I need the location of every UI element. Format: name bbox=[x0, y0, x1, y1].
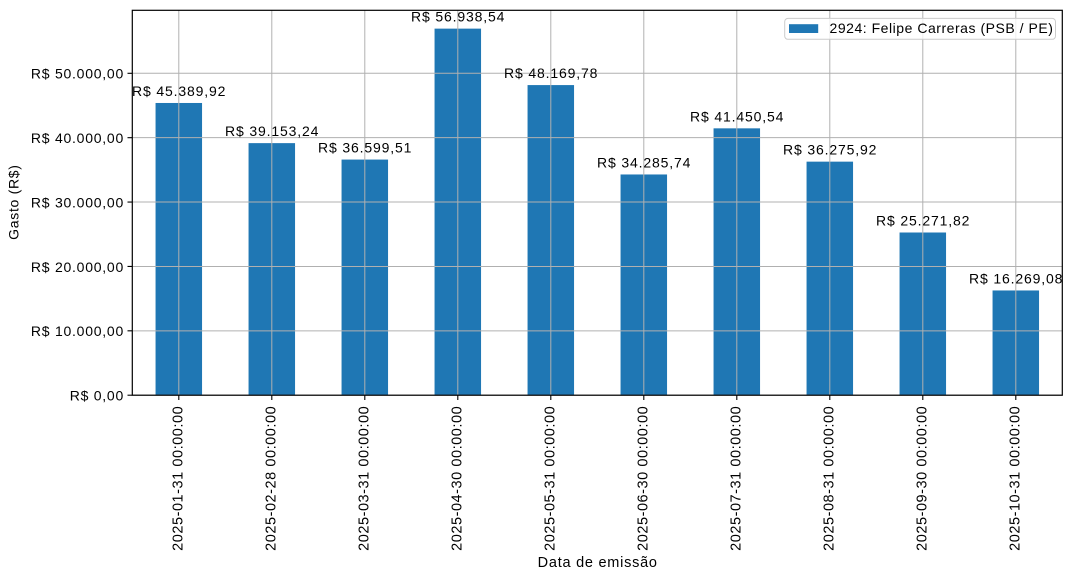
svg-text:R$ 41.450,54: R$ 41.450,54 bbox=[690, 108, 784, 124]
svg-text:2025-08-31 00:00:00: 2025-08-31 00:00:00 bbox=[822, 406, 838, 551]
svg-text:R$ 36.599,51: R$ 36.599,51 bbox=[318, 140, 412, 156]
svg-text:2025-01-31 00:00:00: 2025-01-31 00:00:00 bbox=[171, 406, 187, 551]
svg-text:R$ 39.153,24: R$ 39.153,24 bbox=[225, 123, 319, 139]
svg-text:2025-07-31 00:00:00: 2025-07-31 00:00:00 bbox=[729, 406, 745, 551]
svg-text:2025-04-30 00:00:00: 2025-04-30 00:00:00 bbox=[450, 406, 466, 551]
svg-text:2025-06-30 00:00:00: 2025-06-30 00:00:00 bbox=[636, 406, 652, 551]
svg-text:R$ 16.269,08: R$ 16.269,08 bbox=[969, 270, 1063, 286]
svg-text:R$ 0,00: R$ 0,00 bbox=[70, 388, 124, 404]
svg-text:R$ 50.000,00: R$ 50.000,00 bbox=[31, 66, 124, 82]
svg-text:2924: Felipe Carreras (PSB / P: 2924: Felipe Carreras (PSB / PE) bbox=[830, 20, 1054, 36]
svg-text:R$ 10.000,00: R$ 10.000,00 bbox=[31, 323, 124, 339]
svg-text:R$ 48.169,78: R$ 48.169,78 bbox=[504, 65, 598, 81]
svg-text:2025-02-28 00:00:00: 2025-02-28 00:00:00 bbox=[264, 406, 280, 551]
svg-text:Gasto (R$): Gasto (R$) bbox=[6, 164, 22, 239]
svg-text:R$ 25.271,82: R$ 25.271,82 bbox=[876, 213, 970, 229]
svg-text:Data de emissão: Data de emissão bbox=[538, 555, 658, 571]
svg-text:R$ 40.000,00: R$ 40.000,00 bbox=[31, 130, 124, 146]
svg-text:2025-05-31 00:00:00: 2025-05-31 00:00:00 bbox=[543, 406, 559, 551]
svg-text:R$ 45.389,92: R$ 45.389,92 bbox=[132, 83, 226, 99]
svg-text:2025-03-31 00:00:00: 2025-03-31 00:00:00 bbox=[357, 406, 373, 551]
svg-text:R$ 36.275,92: R$ 36.275,92 bbox=[783, 142, 877, 158]
svg-text:R$ 20.000,00: R$ 20.000,00 bbox=[31, 259, 124, 275]
svg-text:R$ 34.285,74: R$ 34.285,74 bbox=[597, 154, 691, 170]
svg-text:R$ 30.000,00: R$ 30.000,00 bbox=[31, 194, 124, 210]
svg-text:2025-09-30 00:00:00: 2025-09-30 00:00:00 bbox=[915, 406, 931, 551]
svg-text:2025-10-31 00:00:00: 2025-10-31 00:00:00 bbox=[1008, 406, 1024, 551]
svg-text:R$ 56.938,54: R$ 56.938,54 bbox=[411, 9, 505, 25]
